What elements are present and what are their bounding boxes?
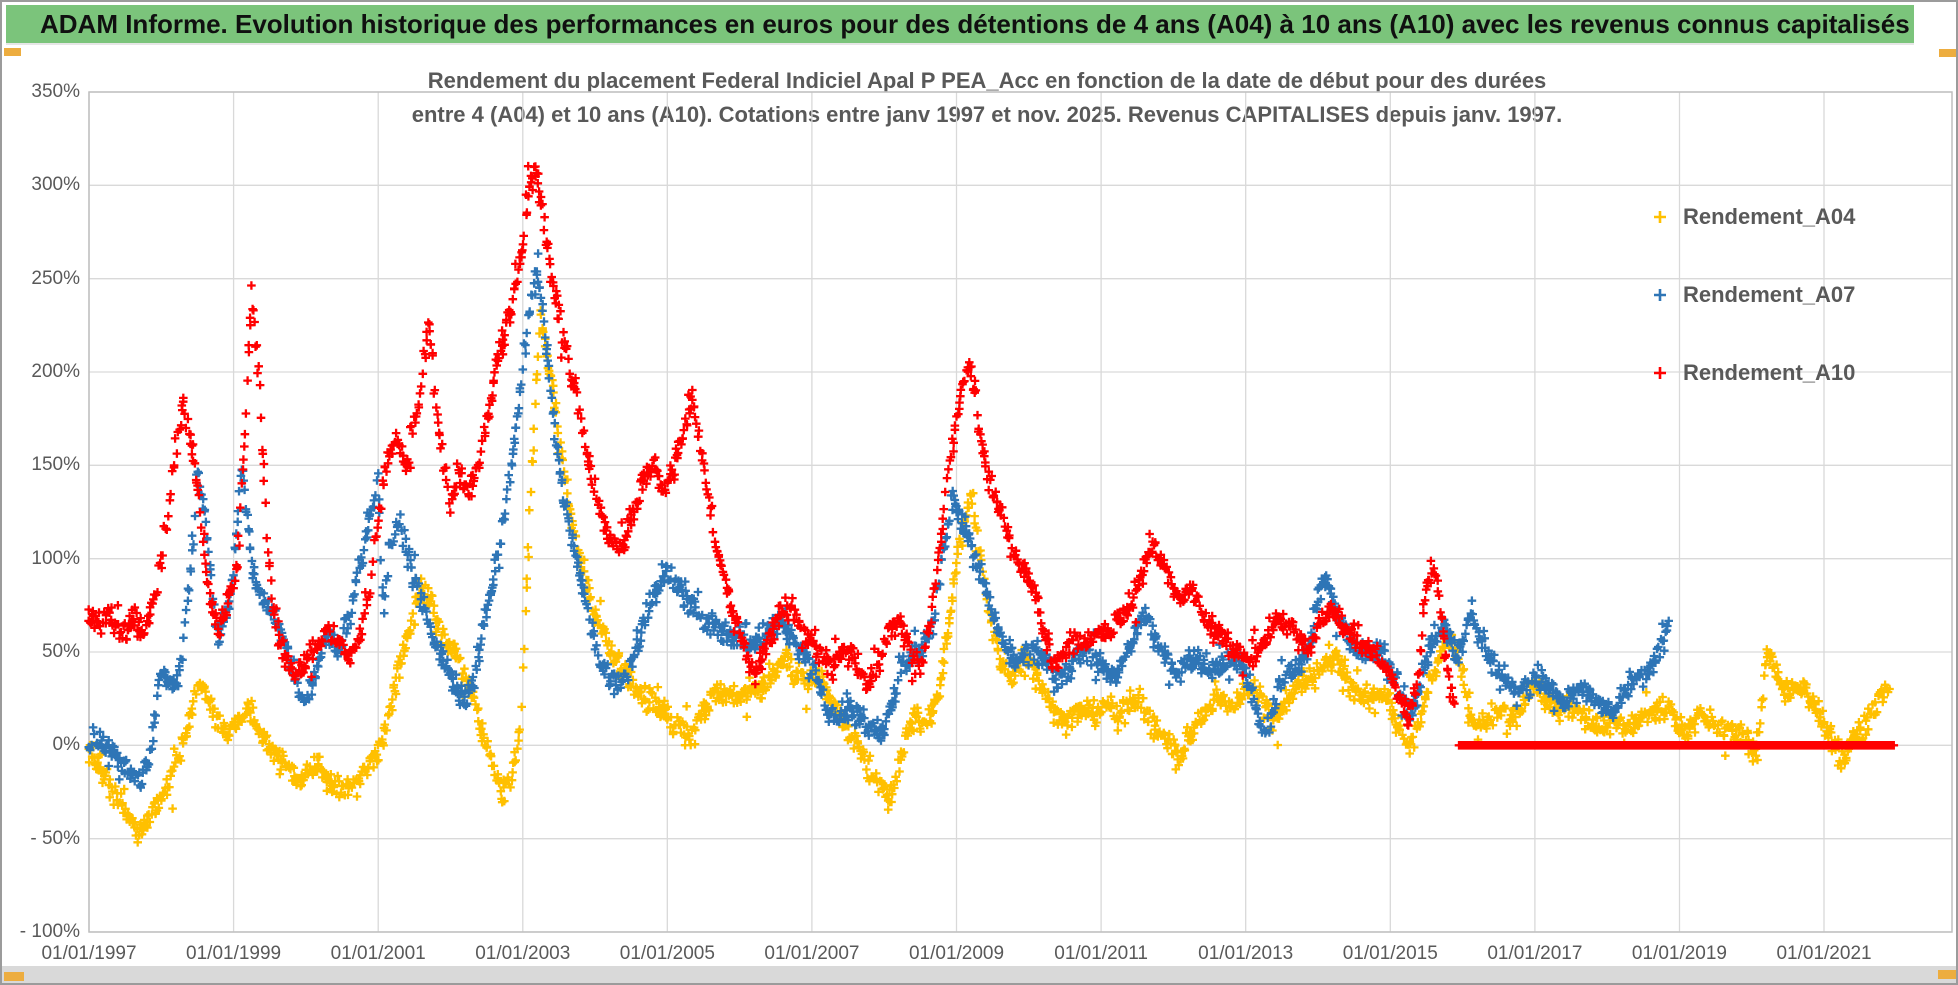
x-tick-label: 01/01/2003	[475, 943, 571, 964]
y-tick-label: 50%	[41, 641, 80, 662]
corner-mark-bottom-right	[1938, 970, 1956, 979]
corner-mark-top-right	[1939, 49, 1956, 57]
x-tick-label: 01/01/2011	[1054, 943, 1148, 964]
legend-label: Rendement_A10	[1683, 360, 1856, 385]
y-tick-label: - 100%	[19, 921, 80, 942]
y-tick-label: 300%	[31, 174, 80, 196]
series-Rendement_A07	[84, 249, 1673, 792]
banner: ADAM Informe. Evolution historique des p…	[6, 5, 1914, 45]
y-tick-label: 200%	[31, 361, 80, 382]
x-tick-label: 01/01/2015	[1342, 943, 1438, 964]
banner-title: ADAM Informe. Evolution historique des p…	[40, 8, 1910, 39]
x-tick-label: 01/01/1999	[186, 943, 282, 964]
y-tick-label: 150%	[31, 454, 80, 476]
chart-title-line2: entre 4 (A04) et 10 ans (A10). Cotations…	[411, 102, 1563, 127]
bottom-strip	[2, 966, 1956, 983]
plus-marker-icon	[1654, 211, 1666, 223]
chart-title-line1: Rendement du placement Federal Indiciel …	[427, 68, 1547, 93]
y-tick-label: 0%	[52, 734, 80, 756]
series-Rendement_A10	[84, 161, 1899, 750]
y-tick-label: - 50%	[30, 827, 80, 849]
x-tick-label: 01/01/2021	[1776, 943, 1872, 964]
y-tick-label: 250%	[31, 267, 80, 289]
legend-item-Rendement_A04[interactable]: Rendement_A04	[1652, 204, 1855, 230]
corner-mark-top-left	[4, 48, 21, 56]
x-tick-label: 01/01/2001	[330, 943, 426, 964]
x-tick-label: 01/01/2009	[908, 943, 1005, 964]
x-tick-label: 01/01/2005	[619, 943, 715, 964]
legend-label: Rendement_A04	[1683, 204, 1856, 229]
y-tick-label: 350%	[31, 81, 80, 102]
x-tick-label: 01/01/2017	[1487, 943, 1583, 964]
x-tick-label: 01/01/1997	[41, 943, 137, 964]
x-tick-label: 01/01/2019	[1631, 943, 1727, 964]
x-tick-label: 01/01/2007	[764, 943, 860, 964]
plus-marker-icon	[1654, 289, 1666, 301]
x-tick-label: 01/01/2013	[1198, 943, 1294, 964]
chart-title: Rendement du placement Federal Indiciel …	[272, 64, 1702, 132]
legend-item-Rendement_A10[interactable]: Rendement_A10	[1652, 360, 1855, 386]
plot-border	[88, 91, 1953, 933]
legend-label: Rendement_A07	[1683, 282, 1856, 307]
plus-marker-icon	[1654, 367, 1666, 379]
legend-item-Rendement_A07[interactable]: Rendement_A07	[1652, 282, 1855, 308]
y-tick-label: 100%	[31, 547, 80, 569]
corner-mark-bottom-left	[4, 972, 24, 981]
